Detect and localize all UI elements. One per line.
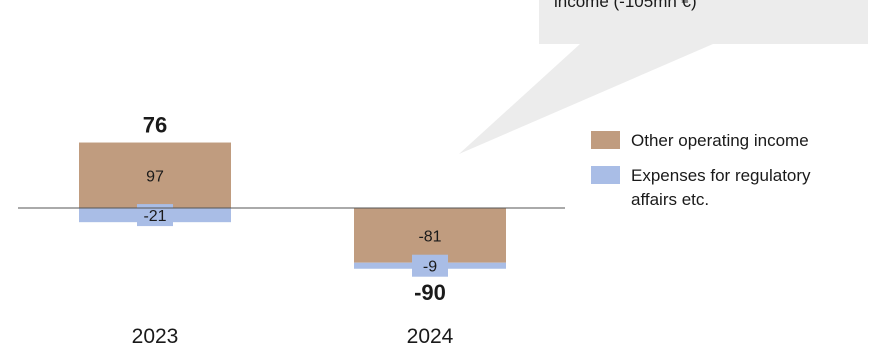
legend-item-other-operating-income: Other operating income bbox=[591, 129, 861, 153]
legend-swatch bbox=[591, 166, 620, 184]
legend-label: Expenses for regulatory affairs etc. bbox=[631, 164, 861, 212]
total-label: 76 bbox=[143, 113, 167, 138]
callout-line-2: income (-105mn €) bbox=[554, 0, 854, 15]
legend-label: Other operating income bbox=[631, 129, 809, 153]
x-tick-label: 2023 bbox=[132, 325, 179, 348]
segment-value-label: -21 bbox=[143, 208, 166, 225]
legend: Other operating income Expenses for regu… bbox=[591, 129, 861, 223]
legend-item-regulatory-expenses: Expenses for regulatory affairs etc. bbox=[591, 164, 861, 212]
total-label: -90 bbox=[414, 280, 446, 305]
segment-value-label: -9 bbox=[423, 259, 437, 276]
segment-value-label: -81 bbox=[418, 228, 441, 245]
segment-value-label: 97 bbox=[146, 168, 164, 185]
callout-text: income (-105mn €) bbox=[554, 0, 854, 15]
legend-swatch bbox=[591, 131, 620, 149]
x-tick-label: 2024 bbox=[407, 325, 454, 348]
